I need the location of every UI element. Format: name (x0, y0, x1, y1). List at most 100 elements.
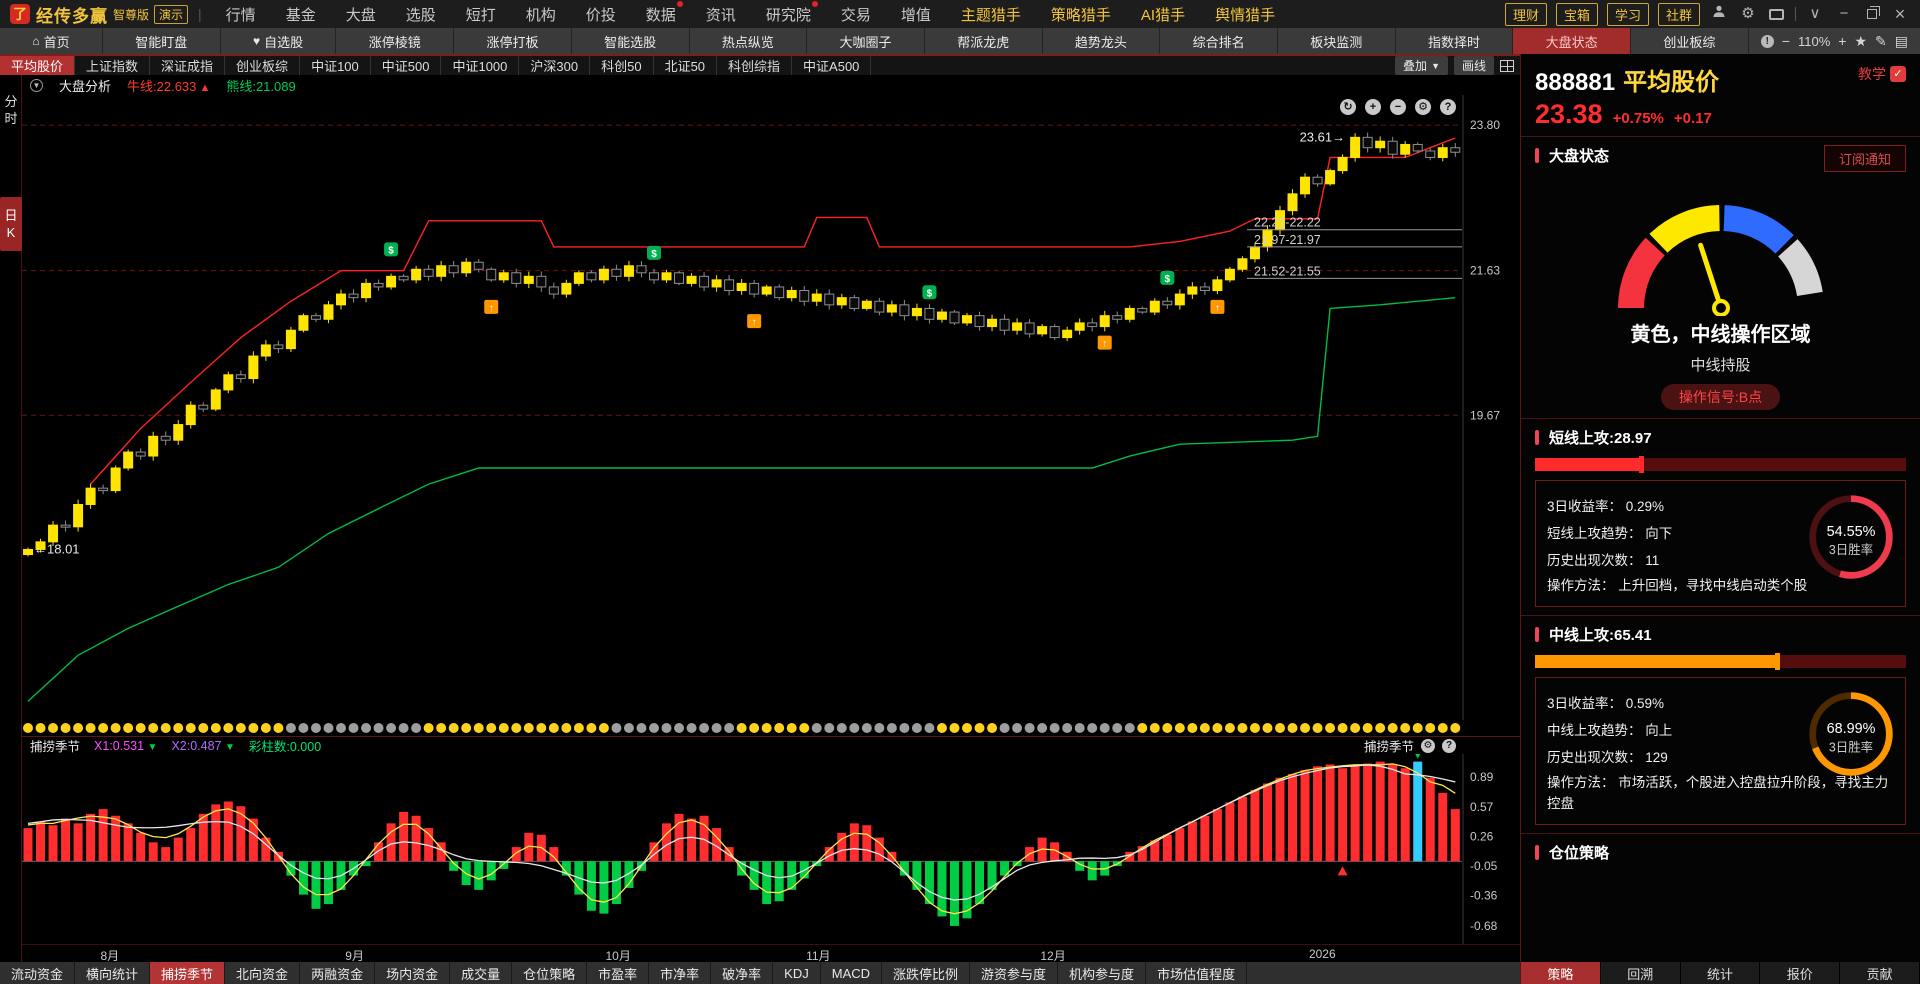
toolbar-item[interactable]: 帮派龙虎 (925, 28, 1043, 54)
indicator-tab[interactable]: 市净率 (649, 962, 712, 984)
toolbar-item[interactable]: 板块监测 (1278, 28, 1396, 54)
refresh-icon[interactable]: ↻ (1340, 99, 1356, 115)
indicator-tab[interactable]: 横向统计 (75, 962, 151, 984)
user-icon[interactable] (1709, 4, 1729, 24)
toolbar-item[interactable]: ⌂ 首页 (0, 28, 103, 54)
strategy-tab[interactable]: 回溯 (1600, 962, 1681, 984)
indicator-tab[interactable]: 场内资金 (375, 962, 451, 984)
grid-layout-icon[interactable] (1500, 59, 1514, 72)
top-menu-item[interactable]: 选股 (405, 6, 436, 24)
top-menu-item[interactable]: 主题猎手 (960, 6, 1021, 24)
boxed-button[interactable]: 学习 (1606, 2, 1649, 26)
toolbar-item[interactable]: 指数择时 (1396, 28, 1514, 54)
top-menu-item[interactable]: 短打 (465, 6, 496, 24)
index-tab[interactable]: 平均股价 (0, 56, 76, 75)
index-tab[interactable]: 深证成指 (150, 56, 226, 75)
top-menu-item[interactable]: 舆情猎手 (1215, 6, 1276, 24)
indicator-tab[interactable]: MACD (821, 962, 883, 984)
chart-settings-icon[interactable]: ⚙ (1415, 99, 1431, 115)
top-menu-item[interactable]: 行情 (225, 6, 256, 24)
indicator-tab[interactable]: 市盈率 (587, 962, 650, 984)
top-menu-item[interactable]: 策略猎手 (1050, 6, 1111, 24)
toolbar-item[interactable]: 涨停打板 (454, 28, 572, 54)
indicator-tab[interactable]: 破净率 (711, 962, 774, 984)
minimize-button[interactable]: − (1839, 5, 1849, 22)
index-tab[interactable]: 中证100 (300, 56, 371, 75)
indicator-tab[interactable]: 游资参与度 (970, 962, 1059, 984)
toolbar-item[interactable]: 涨停棱镜 (336, 28, 455, 54)
zoom-out-button[interactable]: − (1781, 33, 1790, 49)
index-tab[interactable]: 北证50 (654, 56, 718, 75)
overlay-button[interactable]: 叠加 ▼ (1395, 56, 1448, 75)
boxed-button[interactable]: 社群 (1657, 2, 1700, 26)
boxed-button[interactable]: 宝箱 (1555, 2, 1598, 26)
index-tab[interactable]: 科创50 (590, 56, 654, 75)
strategy-tab[interactable]: 贡献 (1840, 962, 1920, 984)
toolbar-item[interactable]: 热点纵览 (690, 28, 808, 54)
indicator-tab[interactable]: 涨跌停比例 (882, 962, 971, 984)
collapse-icon[interactable]: ▼ (30, 78, 43, 92)
toolbar-item[interactable]: 大盘状态 (1513, 28, 1631, 54)
zoom-in-icon[interactable]: + (1365, 99, 1381, 115)
layout-icon[interactable]: ▤ (1894, 32, 1908, 49)
zoom-in-button[interactable]: + (1838, 33, 1847, 49)
strategy-tab[interactable]: 报价 (1760, 962, 1841, 984)
zoom-out-icon[interactable]: − (1390, 99, 1406, 115)
close-button[interactable]: × (1894, 4, 1906, 24)
subscribe-notify-button[interactable]: 订阅通知 (1823, 145, 1906, 172)
toolbar-item[interactable]: 趋势龙头 (1043, 28, 1161, 54)
top-menu-item[interactable]: 价投 (585, 6, 616, 24)
legend-title[interactable]: 大盘分析 (59, 78, 112, 94)
index-tab[interactable]: 中证1000 (441, 56, 520, 75)
alert-icon[interactable]: ! (1760, 34, 1774, 48)
strategy-tab[interactable]: 统计 (1680, 962, 1761, 984)
top-menu-item[interactable]: AI猎手 (1140, 6, 1186, 24)
restore-window-button[interactable] (1867, 6, 1880, 19)
teach-toggle[interactable]: 教学 ✓ (1858, 64, 1906, 84)
draw-line-button[interactable]: 画线 (1453, 56, 1494, 75)
top-menu-item[interactable]: 研究院 (766, 0, 818, 25)
indicator-tab[interactable]: 机构参与度 (1058, 962, 1147, 984)
indicator-help-icon[interactable]: ? (1442, 738, 1456, 753)
indicator-tab[interactable]: 仓位策略 (512, 962, 588, 984)
settings-gear-icon[interactable]: ⚙ (1741, 5, 1755, 22)
index-tab[interactable]: 中证500 (371, 56, 442, 75)
indicator-tab[interactable]: 市场估值程度 (1146, 962, 1248, 984)
toolbar-item[interactable]: 创业板综 (1631, 28, 1749, 54)
indicator-settings-icon[interactable]: ⚙ (1421, 738, 1435, 753)
top-menu-item[interactable]: 增值 (900, 6, 931, 24)
strategy-tab[interactable]: 策略 (1521, 962, 1601, 984)
indicator-title[interactable]: 捕捞季节 (30, 740, 81, 755)
period-tab[interactable]: 分时 (0, 93, 22, 127)
top-menu-item[interactable]: 资讯 (705, 6, 736, 24)
indicator-tab[interactable]: 北向资金 (225, 962, 301, 984)
index-tab[interactable]: 科创综指 (717, 56, 793, 75)
indicator-tab[interactable]: 捕捞季节 (150, 962, 226, 984)
index-tab[interactable]: 创业板综 (225, 56, 301, 75)
help-icon[interactable]: ? (1440, 99, 1456, 115)
top-menu-item[interactable]: 机构 (525, 6, 556, 24)
edit-pencil-icon[interactable]: ✎ (1875, 32, 1887, 49)
toolbar-item[interactable]: ♥ 自选股 (221, 28, 337, 54)
indicator-tab[interactable]: 两融资金 (300, 962, 376, 984)
top-menu-item[interactable]: 交易 (840, 6, 871, 24)
top-menu-item[interactable]: 大盘 (345, 6, 376, 24)
indicator-tab[interactable]: 成交量 (450, 962, 513, 984)
toolbar-item[interactable]: 智能盯盘 (103, 28, 221, 54)
boxed-button[interactable]: 理财 (1504, 2, 1547, 26)
index-tab[interactable]: 沪深300 (519, 56, 591, 75)
top-menu-item[interactable]: 基金 (285, 6, 316, 24)
favorite-star-icon[interactable]: ★ (1854, 32, 1868, 49)
toolbar-item[interactable]: 综合排名 (1160, 28, 1278, 54)
indicator-tab[interactable]: 流动资金 (0, 962, 76, 984)
toolbar-item[interactable]: 大咖圈子 (807, 28, 925, 54)
operation-signal-badge[interactable]: 操作信号:B点 (1660, 384, 1781, 410)
top-menu-item[interactable]: 数据 (646, 0, 683, 25)
monitor-icon[interactable] (1769, 8, 1784, 20)
chevron-down-icon[interactable]: ∨ (1809, 5, 1821, 22)
indicator-tab[interactable]: KDJ (773, 962, 821, 984)
index-tab[interactable]: 上证指数 (75, 56, 151, 75)
toolbar-item[interactable]: 智能选股 (572, 28, 690, 54)
index-tab[interactable]: 中证A500 (792, 56, 872, 75)
